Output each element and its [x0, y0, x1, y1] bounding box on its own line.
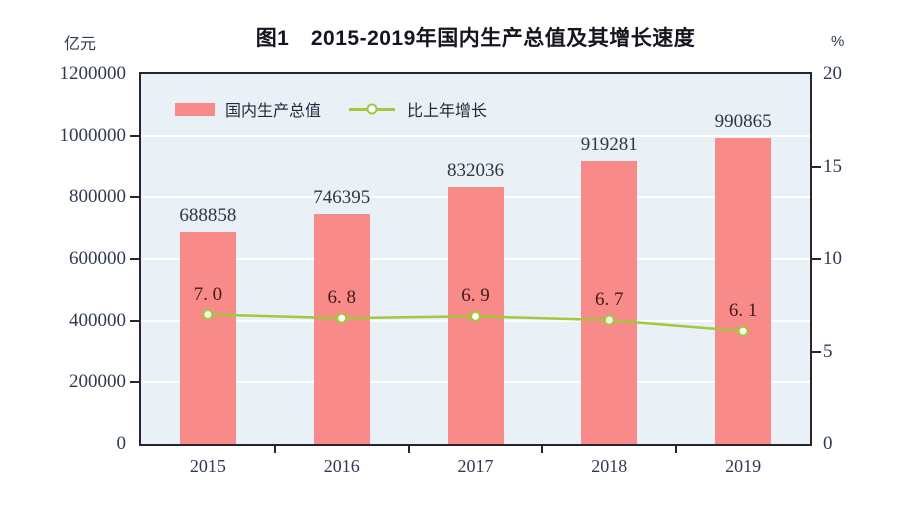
x-label-2015: 2015: [189, 456, 226, 476]
bar-value-2019: 990865: [714, 111, 772, 133]
bar-2017: [447, 187, 504, 444]
legend-line-dot-icon: [366, 103, 378, 115]
x-label-2016: 2016: [323, 456, 360, 476]
bar-2015: [179, 231, 236, 444]
legend-line-label: 比上年增长: [407, 103, 488, 120]
left-tick-mark: [130, 134, 141, 137]
left-axis-tick-1200000: 1200000: [59, 63, 127, 84]
growth-label-2016: 6. 8: [327, 287, 356, 309]
bar-2019: [715, 138, 772, 444]
legend-line-marker-icon: [349, 103, 396, 115]
right-tick-mark: [810, 258, 821, 260]
x-label-2019: 2019: [725, 456, 762, 476]
bottom-tick-mark: [541, 446, 544, 453]
right-tick-mark: [810, 165, 821, 168]
right-axis-tick-0: 0: [823, 433, 833, 454]
left-tick-mark: [130, 196, 141, 199]
left-tick-mark: [130, 258, 141, 260]
bar-value-2018: 919281: [580, 133, 638, 155]
left-tick-mark: [130, 381, 141, 384]
growth-label-2017: 6. 9: [461, 285, 490, 307]
x-label-2018: 2018: [591, 456, 628, 476]
left-axis-tick-200000: 200000: [69, 371, 126, 393]
gridline: [141, 134, 810, 137]
left-axis-tick-800000: 800000: [69, 186, 126, 208]
bottom-tick-mark: [407, 446, 410, 453]
left-axis-tick-600000: 600000: [69, 248, 126, 269]
left-tick-mark: [130, 319, 141, 322]
bar-value-2016: 746395: [313, 186, 371, 208]
bottom-tick-mark: [273, 446, 276, 453]
bar-value-2015: 688858: [179, 204, 237, 226]
growth-label-2018: 6. 7: [595, 289, 624, 311]
right-tick-mark: [810, 350, 821, 353]
left-axis-tick-1000000: 1000000: [59, 124, 127, 146]
left-axis-tick-400000: 400000: [69, 309, 126, 331]
legend-bar-label: 国内生产总值: [225, 103, 322, 120]
plot-area: 688858 7. 0 746395 6. 8 832036 6. 9 919281 6. 7…: [139, 72, 812, 446]
bar-value-2017: 832036: [447, 160, 504, 182]
bar-2018: [581, 160, 638, 444]
bar-2016: [313, 213, 370, 444]
right-axis-tick-15: 15: [823, 155, 842, 177]
right-axis-tick-5: 5: [823, 340, 833, 362]
legend-bar-swatch: [175, 102, 215, 116]
bottom-tick-mark: [675, 446, 678, 453]
right-axis-tick-20: 20: [823, 63, 842, 84]
x-label-2017: 2017: [457, 456, 494, 476]
growth-label-2019: 6. 1: [728, 300, 758, 322]
growth-label-2015: 7. 0: [193, 283, 223, 305]
right-axis-unit: %: [831, 33, 845, 50]
left-axis-tick-0: 0: [116, 433, 127, 454]
left-axis-unit: 亿元: [64, 36, 97, 53]
chart-title: 图1 2015-2019年国内生产总值及其增长速度: [255, 27, 696, 50]
right-axis-tick-10: 10: [823, 248, 842, 269]
legend: 国内生产总值 比上年增长: [175, 97, 487, 121]
